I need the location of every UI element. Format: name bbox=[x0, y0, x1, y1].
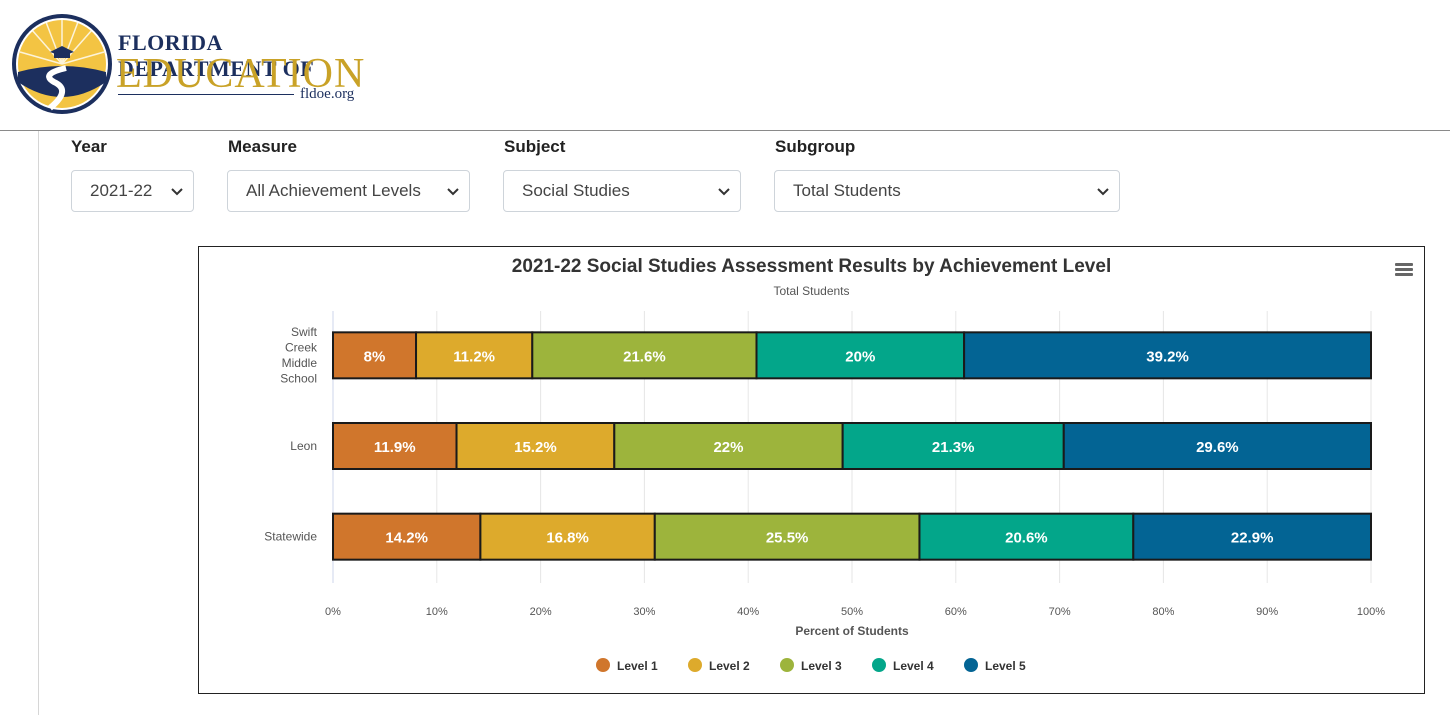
data-label: 39.2% bbox=[1146, 348, 1189, 365]
x-tick-label: 100% bbox=[1357, 606, 1385, 618]
legend-marker[interactable] bbox=[596, 658, 610, 672]
legend-label[interactable]: Level 5 bbox=[985, 659, 1026, 673]
chart-subtitle: Total Students bbox=[773, 284, 850, 298]
bar-segment[interactable] bbox=[963, 331, 1372, 380]
bar-segment[interactable] bbox=[531, 331, 758, 380]
sunburst-seal-icon bbox=[12, 14, 112, 114]
data-label: 16.8% bbox=[546, 530, 589, 547]
chevron-down-icon bbox=[171, 188, 183, 196]
bar-segment[interactable] bbox=[332, 512, 482, 561]
subject-select[interactable]: Social Studies bbox=[503, 170, 741, 212]
x-tick-label: 50% bbox=[841, 606, 863, 618]
data-label: 11.2% bbox=[453, 348, 495, 365]
x-tick-label: 30% bbox=[633, 606, 655, 618]
data-label: 20% bbox=[845, 348, 875, 365]
legend-marker[interactable] bbox=[780, 658, 794, 672]
x-axis-title: Percent of Students bbox=[795, 624, 909, 638]
data-label: 8% bbox=[364, 348, 386, 365]
x-tick-label: 70% bbox=[1049, 606, 1071, 618]
category-label: Leon bbox=[290, 439, 317, 453]
bar-segment[interactable] bbox=[479, 512, 656, 561]
legend-marker[interactable] bbox=[964, 658, 978, 672]
subject-label: Subject bbox=[504, 137, 566, 156]
x-tick-label: 40% bbox=[737, 606, 759, 618]
legend-label[interactable]: Level 2 bbox=[709, 659, 750, 673]
logo-line2: EDUCATION bbox=[116, 51, 366, 97]
data-label: 21.3% bbox=[932, 439, 975, 456]
x-tick-label: 90% bbox=[1256, 606, 1278, 618]
measure-label: Measure bbox=[228, 137, 297, 156]
year-select-value: 2021-22 bbox=[90, 181, 153, 200]
category-label: Swift Creek Middle School bbox=[280, 325, 318, 386]
data-label: 21.6% bbox=[623, 348, 666, 365]
data-label: 22% bbox=[713, 439, 743, 456]
data-label: 22.9% bbox=[1231, 530, 1274, 547]
legend-label[interactable]: Level 3 bbox=[801, 659, 842, 673]
bar-segment[interactable] bbox=[918, 512, 1135, 561]
subgroup-select-value: Total Students bbox=[793, 181, 901, 200]
data-label: 14.2% bbox=[385, 530, 428, 547]
x-tick-label: 80% bbox=[1152, 606, 1174, 618]
legend-label[interactable]: Level 4 bbox=[893, 659, 934, 673]
x-tick-label: 10% bbox=[426, 606, 448, 618]
bar-segment[interactable] bbox=[755, 331, 966, 380]
bar-segment[interactable] bbox=[1132, 512, 1372, 561]
category-label: Statewide bbox=[264, 530, 317, 544]
bar-segment[interactable] bbox=[653, 512, 921, 561]
x-tick-label: 0% bbox=[325, 606, 341, 618]
chart-container: 2021-22 Social Studies Assessment Result… bbox=[198, 246, 1425, 694]
data-label: 29.6% bbox=[1196, 439, 1239, 456]
fldoe-logo[interactable]: FLORIDA DEPARTMENT OF EDUCATION fldoe.or… bbox=[10, 12, 370, 118]
page-header: FLORIDA DEPARTMENT OF EDUCATION fldoe.or… bbox=[0, 0, 1450, 131]
stacked-bar-chart: 0% 10% 20% 30% 40% 50% 60% 70% 80% 90% 100% Percent… bbox=[264, 311, 1385, 673]
legend-marker[interactable] bbox=[688, 658, 702, 672]
chart-title: 2021-22 Social Studies Assessment Result… bbox=[511, 256, 1112, 277]
measure-select-value: All Achievement Levels bbox=[246, 181, 421, 200]
content-left-border bbox=[38, 131, 39, 715]
data-label: 20.6% bbox=[1005, 530, 1048, 547]
logo-divider bbox=[118, 94, 294, 95]
x-tick-label: 20% bbox=[530, 606, 552, 618]
legend-label[interactable]: Level 1 bbox=[617, 659, 658, 673]
data-label: 25.5% bbox=[766, 530, 809, 547]
subgroup-label: Subgroup bbox=[775, 137, 856, 156]
data-label: 11.9% bbox=[374, 439, 416, 456]
logo-url: fldoe.org bbox=[300, 86, 355, 102]
year-label: Year bbox=[71, 137, 107, 156]
data-label: 15.2% bbox=[514, 439, 557, 456]
subject-select-value: Social Studies bbox=[522, 181, 630, 200]
measure-select[interactable]: All Achievement Levels bbox=[227, 170, 470, 212]
bar-segment[interactable] bbox=[332, 422, 458, 470]
chart-menu-icon[interactable] bbox=[1395, 263, 1413, 277]
logo-line1: FLORIDA DEPARTMENT OF bbox=[118, 30, 315, 81]
legend-marker[interactable] bbox=[872, 658, 886, 672]
bar-segment[interactable] bbox=[415, 331, 534, 380]
year-select[interactable]: 2021-22 bbox=[71, 170, 194, 212]
x-tick-label: 60% bbox=[945, 606, 967, 618]
chevron-down-icon bbox=[447, 188, 459, 196]
chevron-down-icon bbox=[718, 188, 730, 196]
chevron-down-icon bbox=[1097, 188, 1109, 196]
subgroup-select[interactable]: Total Students bbox=[774, 170, 1120, 212]
bar-segment[interactable] bbox=[1062, 422, 1372, 470]
